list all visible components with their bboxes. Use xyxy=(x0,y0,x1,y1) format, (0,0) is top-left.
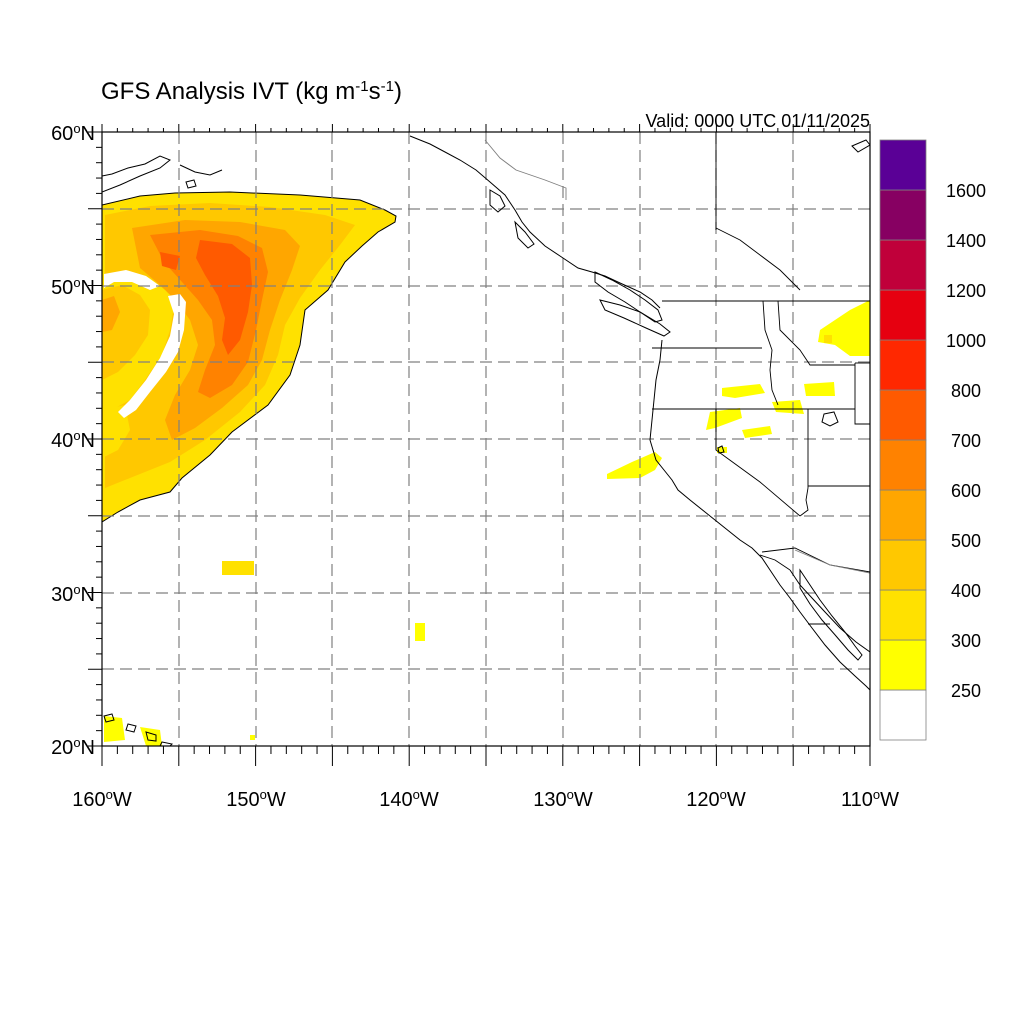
colorbar-box xyxy=(879,589,927,641)
colorbar-box xyxy=(879,239,927,291)
colorbar-label: 250 xyxy=(951,681,981,701)
lat-label-50: 50oN xyxy=(51,275,95,300)
colorbar-label: 800 xyxy=(951,381,981,401)
colorbar-label: 1400 xyxy=(946,231,986,251)
axis-ticks xyxy=(88,124,871,766)
colorbar-box xyxy=(879,539,927,591)
colorbar-label: 300 xyxy=(951,631,981,651)
lon-labels: 160oW 150oW 140oW 130oW 120oW 110oW xyxy=(72,787,899,812)
colorbar-label: 600 xyxy=(951,481,981,501)
colorbar-label: 400 xyxy=(951,581,981,601)
lat-label-40: 40oN xyxy=(51,428,95,453)
lon-label-120w: 120oW xyxy=(686,787,746,812)
colorbar-box xyxy=(879,639,927,691)
lon-label-150w: 150oW xyxy=(226,787,286,812)
colorbar xyxy=(879,139,927,741)
lat-label-60: 60oN xyxy=(51,121,95,146)
lon-label-140w: 140oW xyxy=(379,787,439,812)
lon-label-110w: 110oW xyxy=(841,787,899,812)
colorbar-box xyxy=(879,189,927,241)
colorbar-label: 1600 xyxy=(946,181,986,201)
map-panel xyxy=(102,132,870,746)
colorbar-label: 1200 xyxy=(946,281,986,301)
colorbar-box xyxy=(879,489,927,541)
colorbar-label: 1000 xyxy=(946,331,986,351)
valid-time: Valid: 0000 UTC 01/11/2025 xyxy=(646,111,870,131)
colorbar-box xyxy=(879,389,927,441)
colorbar-labels: 250 300 400 500 600 700 800 1000 1200 1400 1600 xyxy=(946,181,986,701)
colorbar-box xyxy=(879,339,927,391)
coastlines xyxy=(102,135,870,746)
lon-label-160w: 160oW xyxy=(72,787,132,812)
borders xyxy=(484,132,870,625)
lat-labels: 60oN 50oN 40oN 30oN 20oN xyxy=(51,121,95,760)
colorbar-label: 500 xyxy=(951,531,981,551)
colorbar-box xyxy=(879,689,927,741)
ivt-contour xyxy=(102,191,397,523)
map-title: GFS Analysis IVT (kg m-1s-1) xyxy=(101,78,402,106)
colorbar-box xyxy=(879,289,927,341)
lon-label-130w: 130oW xyxy=(533,787,593,812)
lat-label-30: 30oN xyxy=(51,582,95,607)
colorbar-label: 700 xyxy=(951,431,981,451)
colorbar-box xyxy=(879,139,927,191)
lat-label-20: 20oN xyxy=(51,735,95,760)
colorbar-box xyxy=(879,439,927,491)
